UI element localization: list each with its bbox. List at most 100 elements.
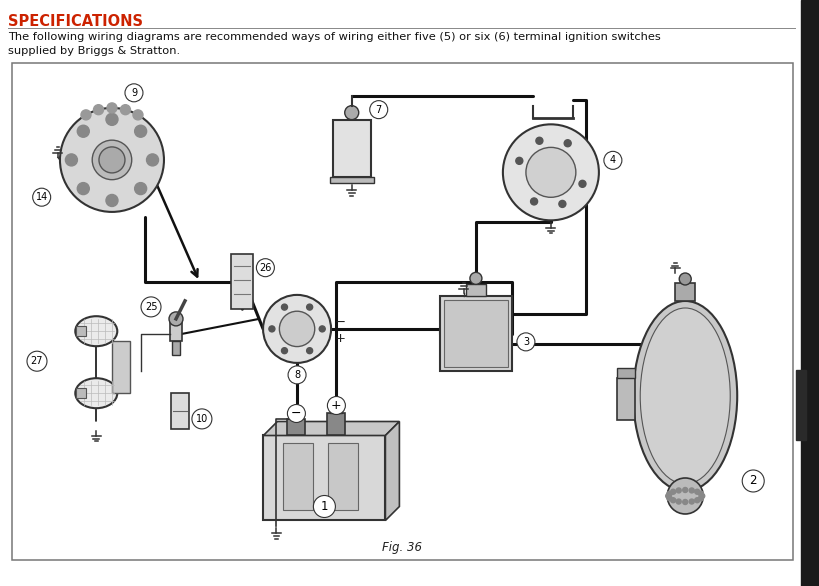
Circle shape [689,499,694,504]
Bar [172,341,180,355]
Circle shape [134,125,147,137]
Circle shape [344,105,358,120]
Circle shape [689,488,694,493]
Circle shape [502,124,598,220]
Circle shape [515,158,523,164]
Circle shape [192,409,211,429]
Ellipse shape [75,378,117,408]
Circle shape [81,110,91,120]
Polygon shape [385,421,399,520]
Bar [330,407,342,414]
Text: −: − [335,316,346,329]
Bar [287,420,305,435]
Text: 8: 8 [294,370,300,380]
Circle shape [281,347,287,354]
Circle shape [469,272,482,284]
Bar [263,435,385,520]
Bar [674,283,695,301]
Text: 14: 14 [35,192,48,202]
Bar [283,444,313,510]
Bar [328,444,358,510]
Text: The following wiring diagrams are recommended ways of wiring either five (5) or : The following wiring diagrams are recomm… [8,32,660,42]
Circle shape [665,493,670,499]
Bar [795,370,805,440]
Circle shape [559,200,565,207]
Circle shape [682,499,687,505]
Circle shape [525,148,575,197]
Text: 26: 26 [259,263,271,272]
Circle shape [93,105,103,115]
Circle shape [516,333,534,351]
Circle shape [92,140,132,180]
Bar [76,388,86,398]
Circle shape [279,311,314,346]
Bar [231,254,253,309]
Text: +: + [331,399,342,412]
Circle shape [530,198,537,205]
Bar [170,319,182,341]
Circle shape [106,103,117,113]
Circle shape [256,258,274,277]
Circle shape [313,496,335,517]
Bar [76,326,86,336]
Circle shape [699,493,704,499]
Circle shape [694,498,699,503]
Text: 10: 10 [196,414,208,424]
Text: 25: 25 [145,302,157,312]
Circle shape [120,105,130,115]
Circle shape [666,491,672,496]
Text: SPECIFICATIONS: SPECIFICATIONS [8,14,143,29]
Ellipse shape [640,308,730,484]
Circle shape [99,147,124,173]
Circle shape [563,139,571,146]
Circle shape [77,125,89,137]
Circle shape [106,113,118,125]
Circle shape [77,183,89,195]
Circle shape [66,154,77,166]
Text: 27: 27 [30,356,43,366]
Bar [439,297,511,372]
Circle shape [670,489,675,494]
Text: supplied by Briggs & Stratton.: supplied by Briggs & Stratton. [8,46,180,56]
Circle shape [678,273,690,285]
Circle shape [33,188,51,206]
Circle shape [141,297,161,317]
Bar [443,301,507,367]
Text: +: + [335,332,346,345]
Circle shape [169,312,183,326]
Bar [112,341,130,393]
Circle shape [134,183,147,195]
Ellipse shape [75,316,117,346]
Circle shape [694,489,699,494]
Text: −: − [291,407,301,420]
Bar [329,178,373,183]
Bar [333,120,370,178]
Circle shape [287,404,305,423]
Circle shape [133,110,143,120]
Bar [465,284,486,297]
Text: 4: 4 [609,155,615,165]
Polygon shape [263,421,399,435]
Circle shape [263,295,331,363]
Circle shape [147,154,158,166]
Circle shape [106,195,118,206]
Circle shape [319,326,325,332]
Circle shape [27,351,47,371]
Circle shape [698,496,703,501]
Bar [800,0,819,586]
Circle shape [666,496,672,501]
Text: 2: 2 [749,475,756,488]
Circle shape [124,84,143,102]
Circle shape [667,478,703,514]
Text: Fig. 36: Fig. 36 [382,541,422,554]
Circle shape [676,488,681,493]
Text: 3: 3 [523,337,528,347]
Ellipse shape [632,301,736,491]
Bar [327,414,345,435]
Text: 7: 7 [375,105,382,115]
Circle shape [287,366,305,384]
Bar [170,393,188,429]
Circle shape [682,488,687,492]
Circle shape [676,499,681,504]
Bar [617,378,635,420]
